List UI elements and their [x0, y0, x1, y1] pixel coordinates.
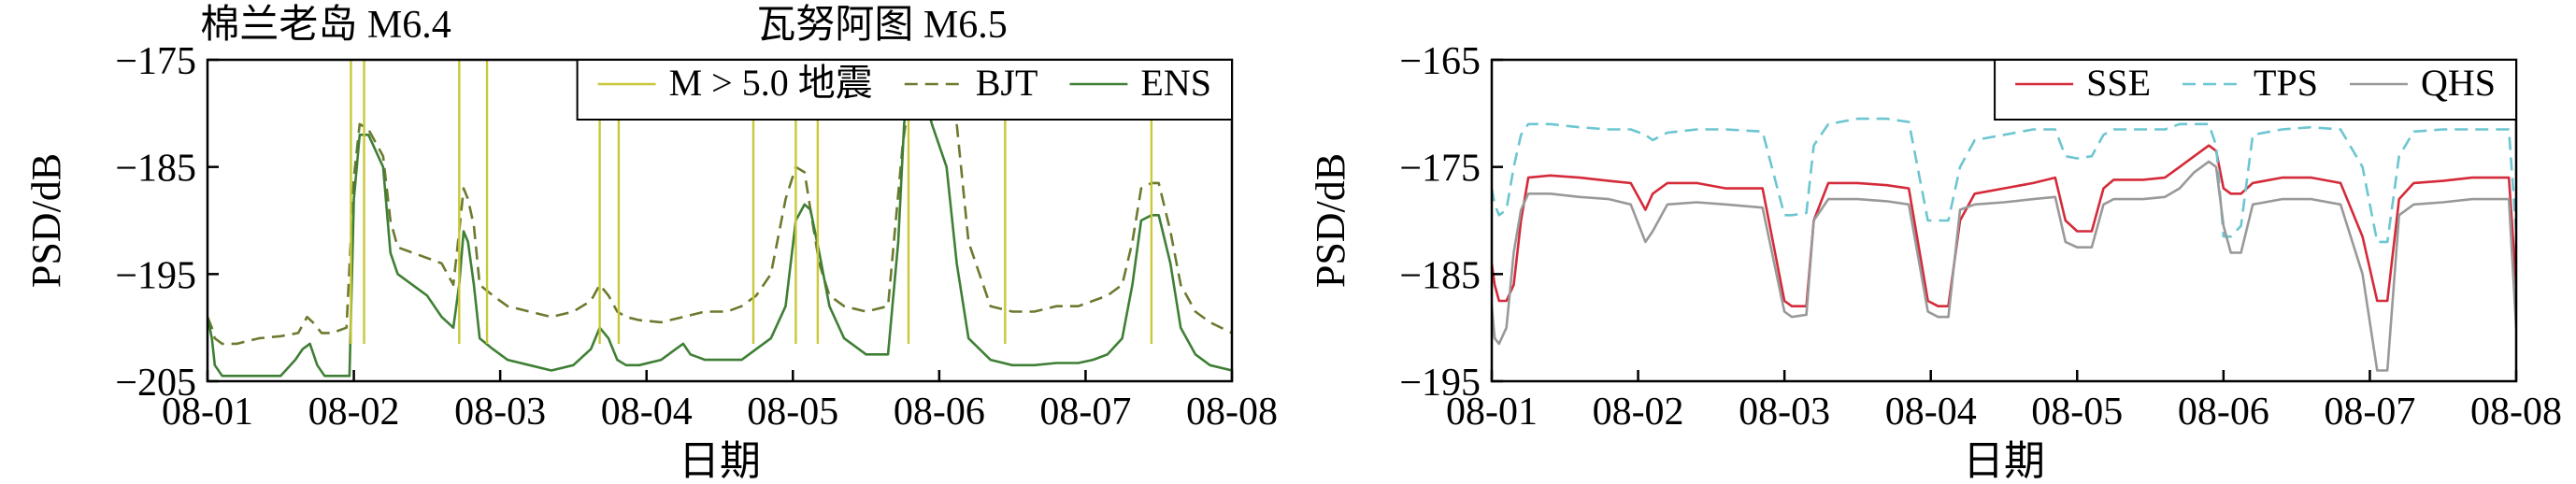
legend-label: SSE	[2086, 62, 2151, 104]
chart-right-x-axis-label: 日期	[1963, 438, 2045, 484]
x-tick-label: 08-04	[601, 391, 693, 434]
legend-entry: ENS	[1069, 62, 1211, 104]
legend-entry: BJT	[904, 62, 1038, 104]
chart-right-x-ticks: 08-01 08-02 08-03 08-04 08-05 08-06 08-07 08-08	[1446, 370, 2562, 434]
series-line-ens	[208, 69, 1232, 377]
series-line-bjt	[208, 60, 1232, 346]
chart-left: −205−195−185−175 08-01 08-02 08-03 08-04 08-…	[23, 3, 1278, 484]
x-tick-label: 08-03	[454, 391, 546, 434]
x-tick-label: 08-03	[1739, 391, 1830, 434]
chart-left-annotations: 棉兰老岛 M6.4 瓦努阿图 M6.5	[200, 3, 1007, 47]
y-tick-label: −165	[1399, 40, 1481, 83]
x-tick-label: 08-08	[1186, 391, 1278, 434]
x-tick-label: 08-02	[308, 391, 400, 434]
legend-box	[576, 59, 1233, 121]
legend-label: QHS	[2421, 62, 2496, 104]
series-line-sse	[1492, 144, 2516, 307]
chart-right-y-ticks: −195 −185 −175 −165	[1399, 40, 1503, 405]
y-tick-label: −175	[115, 40, 196, 83]
series-line-tps	[1492, 117, 2516, 244]
chart-right-y-axis-label: PSD/dB	[1308, 153, 1353, 288]
legend-entry: TPS	[2182, 62, 2318, 104]
x-tick-label: 08-04	[1885, 391, 1977, 434]
chart-left-series	[208, 60, 1232, 377]
legend-label: M > 5.0 地震	[669, 62, 873, 104]
series-line-qhs	[1492, 160, 2516, 372]
y-tick-label: −185	[1399, 254, 1481, 297]
annotation-label: 棉兰老岛 M6.4	[200, 3, 451, 47]
x-tick-label: 08-08	[2470, 391, 2562, 434]
chart-right-legend: SSE TPS QHS	[1994, 59, 2517, 121]
x-tick-label: 08-07	[1039, 391, 1131, 434]
y-tick-label: −195	[115, 254, 196, 297]
x-tick-label: 08-06	[2178, 391, 2269, 434]
x-tick-label: 08-01	[1446, 391, 1538, 434]
chart-left-y-ticks: −205 −195 −185 −175	[115, 40, 219, 405]
annotation-label: 瓦努阿图 M6.5	[756, 3, 1007, 47]
legend-label: ENS	[1140, 62, 1211, 104]
chart-left-y-axis-label: PSD/dB	[23, 153, 69, 288]
x-tick-label: 08-06	[894, 391, 985, 434]
legend-entry: SSE	[2015, 62, 2151, 104]
legend-box	[1994, 59, 2517, 121]
x-tick-label: 08-05	[2031, 391, 2123, 434]
x-tick-label: 08-02	[1593, 391, 1684, 434]
y-tick-label: −195	[1399, 362, 1481, 405]
chart-right-series	[1492, 117, 2516, 372]
legend-entry: QHS	[2349, 62, 2496, 104]
x-tick-label: 08-01	[162, 391, 253, 434]
chart-left-x-ticks: 08-01 08-02 08-03 08-04 08-05 08-06 08-07 08-08	[162, 370, 1278, 434]
y-tick-label: −205	[115, 362, 196, 405]
chart-left-legend: M > 5.0 地震 BJT ENS	[576, 59, 1233, 121]
y-tick-label: −175	[1399, 148, 1481, 191]
x-tick-label: 08-05	[747, 391, 838, 434]
legend-label: BJT	[976, 62, 1038, 104]
legend-label: TPS	[2254, 62, 2318, 104]
legend-entry: M > 5.0 地震	[597, 62, 873, 104]
y-tick-label: −185	[115, 148, 196, 191]
x-tick-label: 08-07	[2324, 391, 2415, 434]
chart-right: −195−185−175−165 08-01 08-02 08-03 08-04 08-…	[1308, 40, 2562, 484]
chart-left-x-axis-label: 日期	[679, 438, 761, 484]
